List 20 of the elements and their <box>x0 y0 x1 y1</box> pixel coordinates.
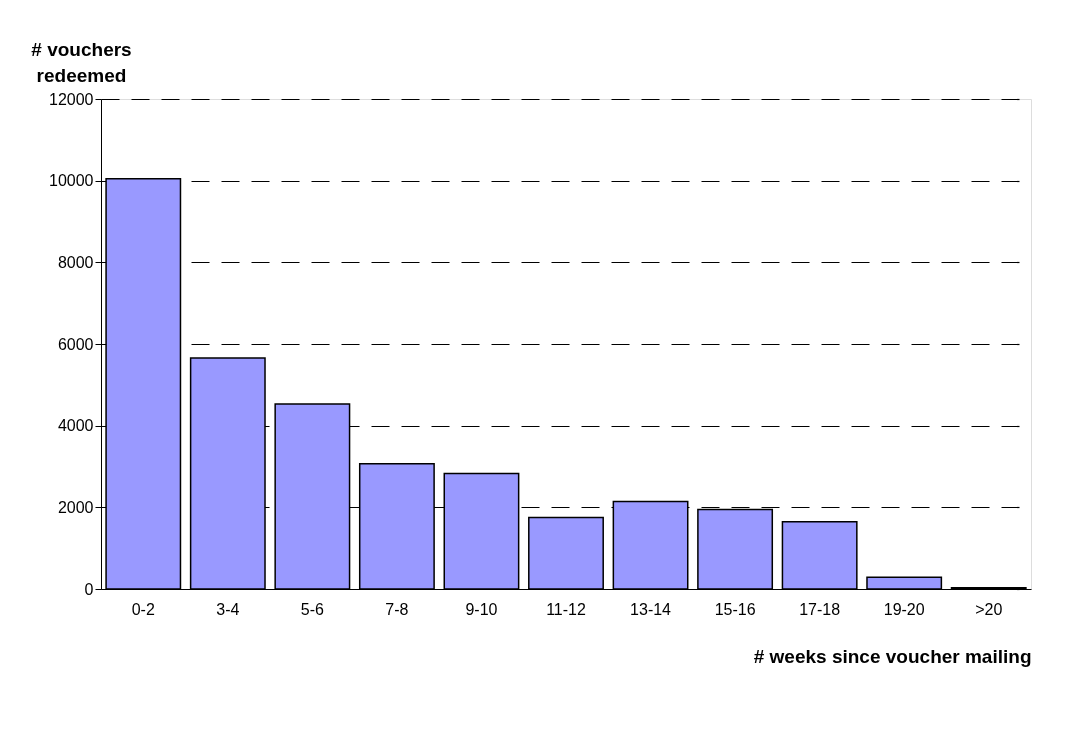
x-tick-label: 19-20 <box>883 600 925 618</box>
y-tick-label: 6000 <box>57 335 94 353</box>
x-tick-label: 5-6 <box>300 600 325 618</box>
x-tick-label: >20 <box>975 600 1003 618</box>
y-axis-title: # vouchers redeemed <box>31 38 132 86</box>
x-tick-label: 9-10 <box>465 600 498 618</box>
x-tick-label: 0-2 <box>131 600 155 618</box>
y-tick-label: 10000 <box>49 172 94 190</box>
y-tick-label: 12000 <box>49 90 94 108</box>
x-tick-label: 13-14 <box>630 600 672 618</box>
x-axis-title: # weeks since voucher mailing <box>753 645 1032 667</box>
x-tick-label: 7-8 <box>385 600 409 618</box>
y-tick-label: 2000 <box>57 498 94 516</box>
y-tick-label: 8000 <box>57 253 94 271</box>
x-tick-label: 11-12 <box>546 600 586 618</box>
y-tick-label: 4000 <box>57 417 94 435</box>
x-tick-label: 3-4 <box>216 600 240 618</box>
y-tick-label: 0 <box>84 580 94 598</box>
x-tick-label: 17-18 <box>799 600 841 618</box>
x-tick-label: 15-16 <box>714 600 756 618</box>
